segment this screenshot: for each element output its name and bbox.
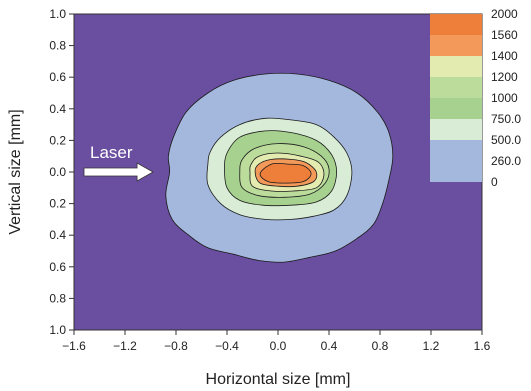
y-tick-label: 0.4 [49,228,66,242]
legend-swatch [430,77,482,98]
legend-label: 2000 [491,7,518,21]
legend-label: 1560 [491,28,518,42]
laser-arrow-icon [83,162,154,182]
y-tick-label: 0.2 [49,197,66,211]
legend-swatch [430,119,482,140]
contour-level-2000 [259,162,312,184]
legend-label: 0 [491,175,498,189]
y-axis-title: Vertical size [mm] [7,109,24,234]
y-tick-label: 1.0 [49,7,66,21]
y-tick-label: 0.4 [49,102,66,116]
legend-label: 1000 [491,91,518,105]
x-tick-label: 0.4 [321,339,338,353]
legend-label: 1400 [491,49,518,63]
x-tick-label: −0.4 [215,339,239,353]
legend-label: 260.0 [491,154,521,168]
x-tick-label: −1.2 [113,339,137,353]
legend-swatch [430,35,482,56]
x-tick-label: 0.0 [270,339,287,353]
y-tick-label: 0.2 [49,133,66,147]
y-tick-label: 0.8 [49,39,66,53]
x-tick-label: −0.8 [164,339,188,353]
y-tick-label: 0.6 [49,70,66,84]
x-tick-label: −1.6 [62,339,86,353]
laser-label: Laser [90,143,133,162]
legend-swatch [430,98,482,119]
y-tick-label: 0.8 [49,291,66,305]
legend-swatch [430,14,482,35]
legend-label: 1200 [491,70,518,84]
legend-swatch [430,140,482,161]
x-tick-label: 1.2 [423,339,440,353]
legend-label: 500.0 [491,133,521,147]
contour-layer [165,72,394,263]
x-axis-ticks: −1.6 −1.2 −0.8 −0.4 0.0 0.4 0.8 1.2 1.6 [62,330,491,353]
y-tick-label: 0.0 [49,165,66,179]
x-tick-label: 0.8 [372,339,389,353]
annotation-layer: Laser [83,143,154,182]
x-axis-title: Horizontal size [mm] [206,371,351,388]
legend: 2000 1560 1400 1200 1000 750.0 500.0 260.0 0 [430,7,521,189]
legend-swatch [430,56,482,77]
y-axis-ticks: 1.0 0.8 0.6 0.4 0.2 0.0 0.2 0.4 0.6 0.8 1.0 [49,7,74,337]
legend-label: 750.0 [491,112,521,126]
x-tick-label: 1.6 [474,339,491,353]
y-tick-label: 0.6 [49,260,66,274]
y-tick-label: 1.0 [49,323,66,337]
legend-swatch [430,161,482,182]
